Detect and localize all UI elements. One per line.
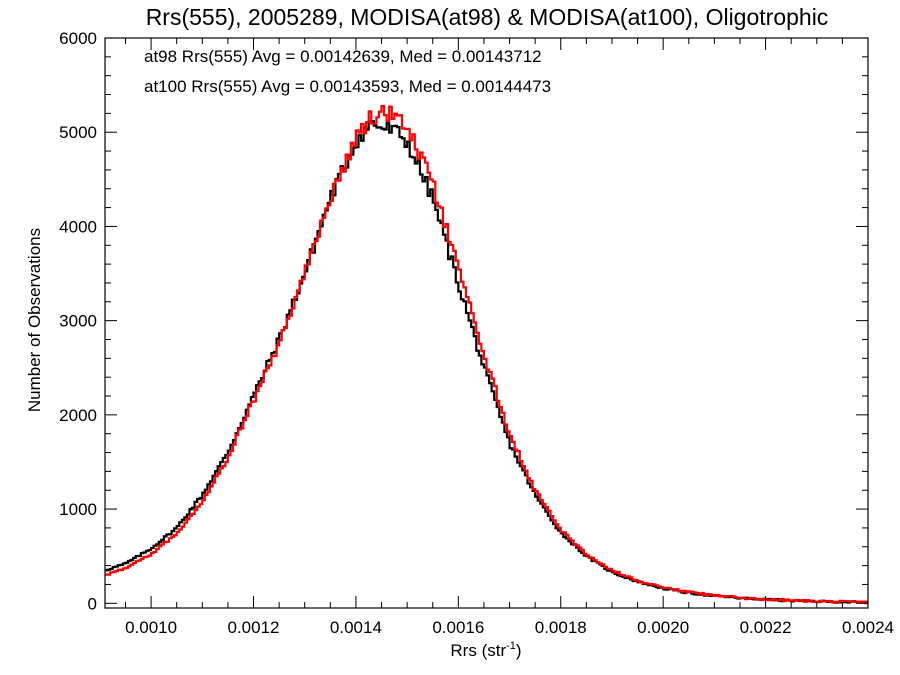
x-tick-label: 0.0012 — [228, 618, 280, 637]
plot-frame — [104, 37, 869, 609]
x-tick-label: 0.0020 — [637, 618, 689, 637]
x-axis-label-superscript: -1 — [506, 640, 516, 652]
x-tick-label: 0.0022 — [740, 618, 792, 637]
x-tick-label: 0.0016 — [432, 618, 484, 637]
x-axis-label: Rrs (str-1) — [450, 640, 521, 660]
x-tick-label: 0.0024 — [842, 618, 894, 637]
y-tick-label: 1000 — [59, 500, 97, 519]
annotation-at100: at100 Rrs(555) Avg = 0.00143593, Med = 0… — [144, 77, 551, 96]
y-tick-label: 4000 — [59, 217, 97, 236]
y-tick-label: 2000 — [59, 406, 97, 425]
y-tick-label: 3000 — [59, 312, 97, 331]
x-tick-label: 0.0018 — [535, 618, 587, 637]
x-axis-label-main: Rrs (str — [450, 641, 506, 660]
chart-title: Rrs(555), 2005289, MODISA(at98) & MODISA… — [146, 4, 829, 30]
ticks-layer: 0.0010 0.0012 0.0014 0.0016 0.0018 0.0020 0.00… — [59, 29, 894, 637]
y-tick-label: 0 — [88, 594, 97, 613]
y-tick-label: 6000 — [59, 29, 97, 48]
y-tick-label: 5000 — [59, 123, 97, 142]
y-axis-label: Number of Observations — [25, 228, 44, 412]
annotation-at98: at98 Rrs(555) Avg = 0.00142639, Med = 0.… — [144, 47, 542, 66]
x-axis-label-close: ) — [516, 641, 522, 660]
x-tick-label: 0.0014 — [330, 618, 382, 637]
x-tick-label: 0.0010 — [125, 618, 177, 637]
series-layer — [105, 104, 868, 605]
series-at100-line — [105, 104, 868, 605]
